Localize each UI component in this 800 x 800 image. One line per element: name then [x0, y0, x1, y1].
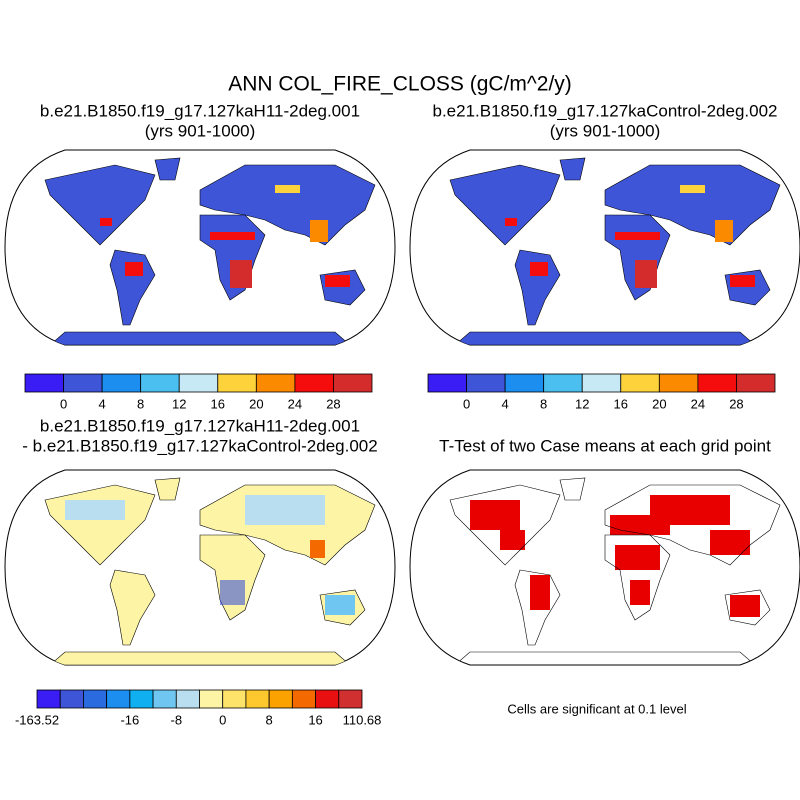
colorbar-swatch [59, 689, 84, 709]
colorbar-label: 16 [308, 712, 322, 727]
colorbar-label: 28 [729, 396, 743, 411]
colorbar-swatch [152, 689, 177, 709]
colorbar-swatch [466, 373, 506, 393]
map-panel [4, 469, 396, 666]
colorbar-label: 24 [691, 396, 705, 411]
panel-title: - b.e21.B1850.f19_g17.127kaControl-2deg.… [22, 436, 377, 455]
colorbar-swatch [217, 373, 257, 393]
colorbar-swatch [504, 373, 545, 393]
colorbar-label: 16 [614, 396, 628, 411]
colorbar-swatch [333, 373, 373, 393]
colorbar-swatch [697, 373, 737, 393]
colorbar-label: -8 [171, 712, 183, 727]
colorbar-swatch [24, 373, 64, 393]
colorbar-label: 8 [137, 396, 144, 411]
note: Cells are significant at 0.1 level [507, 701, 686, 716]
colorbar-label: 20 [249, 396, 263, 411]
colorbar-label: -16 [120, 712, 139, 727]
colorbar-swatch [129, 689, 154, 709]
colorbar-label: 16 [211, 396, 225, 411]
colorbar-label: 4 [501, 396, 508, 411]
colorbar-label: 0 [219, 712, 226, 727]
panel-title: T-Test of two Case means at each grid po… [439, 436, 771, 455]
panel-title: b.e21.B1850.f19_g17.127kaH11-2deg.001 [40, 416, 360, 435]
colorbar-swatch [101, 373, 142, 393]
colorbar-swatch [620, 373, 660, 393]
colorbar-swatch [63, 373, 103, 393]
colorbar-label: 0 [463, 396, 470, 411]
colorbar-label: 12 [172, 396, 186, 411]
map-panel [409, 149, 800, 346]
colorbar-label: 24 [288, 396, 302, 411]
colorbar-swatch [140, 373, 180, 393]
colorbar-swatch [427, 373, 467, 393]
colorbar-swatch [543, 373, 583, 393]
panel-title: (yrs 901-1000) [145, 121, 256, 140]
colorbar-swatch [315, 689, 340, 709]
colorbar-swatch [178, 373, 219, 393]
colorbar-swatch [291, 689, 316, 709]
colorbar-swatch [199, 689, 224, 709]
colorbar-swatch [222, 689, 247, 709]
colorbar-swatch [736, 373, 776, 393]
colorbar-label: 12 [575, 396, 589, 411]
map-panel [4, 149, 396, 346]
colorbar-label: 4 [98, 396, 105, 411]
colorbar-label: 0 [60, 396, 67, 411]
colorbar-swatch [294, 373, 334, 393]
colorbar-swatch [255, 373, 296, 393]
figure-title: ANN COL_FIRE_CLOSS (gC/m^2/y) [228, 73, 572, 96]
colorbar-label: 20 [652, 396, 666, 411]
colorbar-swatch [268, 689, 293, 709]
colorbar-swatch [581, 373, 622, 393]
colorbar-swatch [83, 689, 108, 709]
panel-title: (yrs 901-1000) [550, 121, 661, 140]
colorbar-swatch [175, 689, 200, 709]
colorbar-swatch [338, 689, 363, 709]
colorbar-swatch [106, 689, 131, 709]
colorbar-label: 110.68 [343, 712, 382, 727]
colorbar-swatch [658, 373, 699, 393]
colorbar-swatch [36, 689, 61, 709]
panel-title: b.e21.B1850.f19_g17.127kaH11-2deg.001 [40, 101, 360, 120]
colorbar-label: 28 [326, 396, 340, 411]
colorbar-label: 8 [540, 396, 547, 411]
colorbar-swatch [245, 689, 270, 709]
colorbar-label: -163.52 [15, 712, 59, 727]
colorbar-label: 8 [266, 712, 273, 727]
panel-title: b.e21.B1850.f19_g17.127kaControl-2deg.00… [432, 101, 777, 120]
map-panel [409, 469, 800, 666]
